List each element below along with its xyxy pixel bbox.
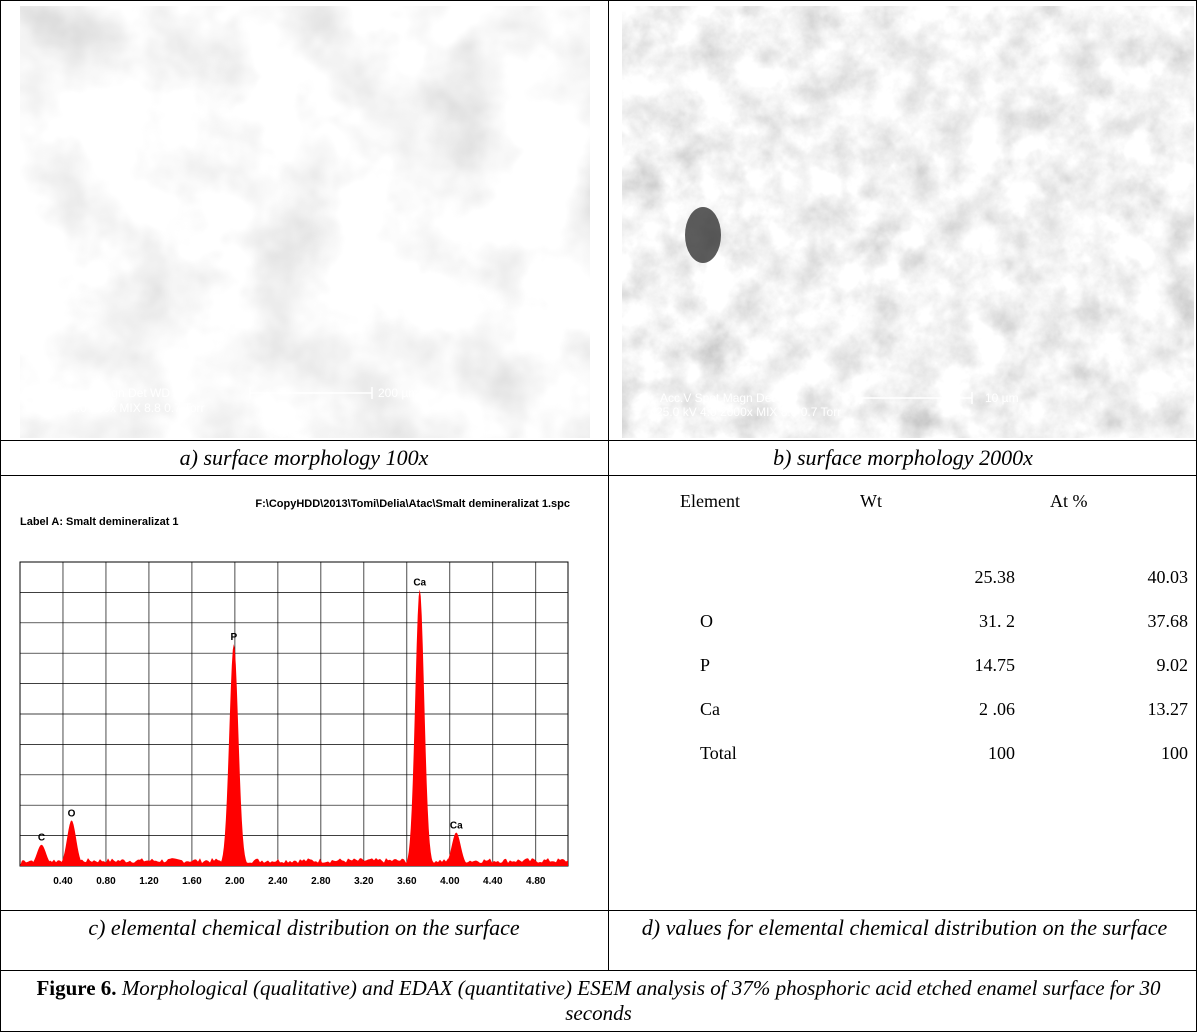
x-tick-label: 2.80: [311, 876, 331, 887]
table-cell: Wt: [860, 491, 882, 511]
border: [0, 970, 1197, 971]
table-cell: 14.75: [974, 655, 1016, 675]
x-tick-label: 2.40: [268, 876, 288, 887]
peak: [401, 589, 438, 866]
table-cell: Ca: [700, 699, 720, 719]
border: [0, 910, 1197, 911]
sem-info: Acc.V Spot Magn Det WD: [660, 391, 798, 405]
border: [0, 0, 1197, 1]
sem-scale: 200 µm: [378, 386, 418, 400]
sem-info: 25.0 kV 4.0 2000x MIX 8.8 0.7 Torr: [656, 405, 841, 419]
sem-info: Acc.V Spot Magn Det WD: [32, 386, 170, 400]
peak-label: Ca: [413, 577, 426, 588]
caption: d) values for elemental chemical distrib…: [641, 915, 1168, 940]
table-cell: P: [700, 655, 711, 675]
sem-scale: 10 µm: [985, 391, 1019, 405]
peak-label: P: [230, 632, 237, 643]
figure-text: Morphological (qualitative) and EDAX (qu…: [121, 976, 1161, 1025]
border: [0, 475, 1197, 476]
peak: [215, 644, 252, 866]
x-tick-label: 0.40: [53, 876, 73, 887]
border: [0, 0, 1, 1032]
x-tick-label: 1.60: [182, 876, 202, 887]
x-tick-label: 3.20: [354, 876, 374, 887]
table-cell: 13.27: [1147, 699, 1189, 719]
caption: a) surface morphology 100x: [179, 445, 429, 470]
x-tick-label: 1.20: [139, 876, 159, 887]
table-cell: 100: [988, 743, 1015, 763]
table-cell: Element: [680, 491, 740, 511]
sem-images: Acc.V Spot Magn Det WD 25.0 kV 4.0 100x …: [20, 6, 1194, 438]
caption: b) surface morphology 2000x: [773, 445, 1033, 470]
table-cell: 2 .06: [979, 699, 1015, 719]
pore: [685, 207, 721, 263]
x-tick-label: 3.60: [397, 876, 417, 887]
figure-caption: Figure 6. Morphological (qualitative) an…: [10, 976, 1187, 1026]
sem-info: 25.0 kV 4.0 100x MIX 8.8 0.7 Torr: [26, 401, 205, 415]
caption: c) elemental chemical distribution on th…: [88, 915, 520, 940]
figure-label: Figure 6.: [36, 976, 117, 1000]
peak: [23, 844, 60, 866]
spectrum-file: F:\CopyHDD\2013\Tomi\Delia\Atac\Smalt de…: [255, 498, 570, 510]
peak: [438, 832, 475, 866]
x-tick-label: 2.00: [225, 876, 245, 887]
peak-label: C: [38, 833, 45, 844]
table-cell: 9.02: [1156, 655, 1189, 675]
table-cell: O: [700, 611, 713, 631]
border: [0, 440, 1197, 441]
border: [608, 0, 609, 970]
x-tick-label: 4.80: [526, 876, 546, 887]
table-cell: 100: [1161, 743, 1188, 763]
noise-baseline: [20, 858, 568, 866]
x-tick-label: 0.80: [96, 876, 116, 887]
table-cell: 25.38: [974, 567, 1016, 587]
table-cell: 31. 2: [979, 611, 1015, 631]
table-cell: Total: [700, 743, 737, 763]
peak-label: Ca: [450, 821, 463, 832]
spectrum-chart: F:\CopyHDD\2013\Tomi\Delia\Atac\Smalt de…: [19, 498, 570, 887]
x-tick-label: 4.00: [440, 876, 460, 887]
table-cell: At %: [1050, 491, 1088, 511]
spectrum-label: Label A: Smalt demineralizat 1: [20, 516, 179, 528]
table-cell: 37.68: [1147, 611, 1189, 631]
x-tick-label: 4.40: [483, 876, 503, 887]
peak-label: O: [68, 808, 76, 819]
table-cell: 40.03: [1147, 567, 1189, 587]
sem-image: [20, 6, 590, 438]
peak: [53, 820, 90, 866]
